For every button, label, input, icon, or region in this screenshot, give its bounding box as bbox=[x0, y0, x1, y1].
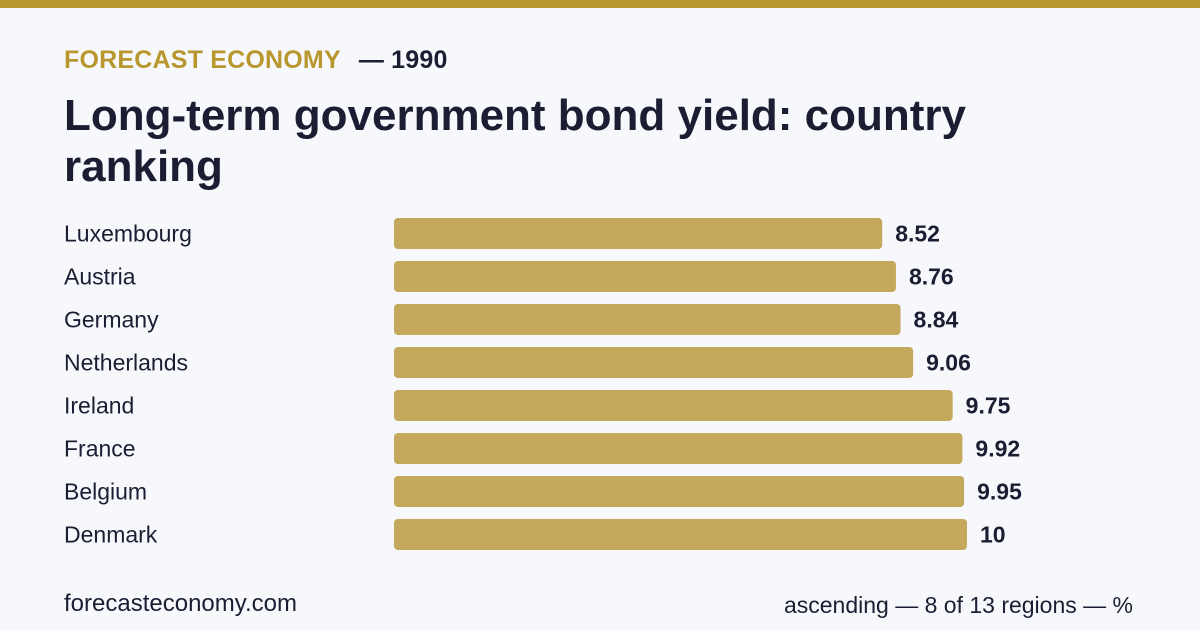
value-label: 9.06 bbox=[926, 350, 971, 376]
value-label: 8.84 bbox=[914, 307, 959, 333]
bar bbox=[394, 476, 965, 507]
category-label: Netherlands bbox=[64, 350, 188, 376]
value-label: 9.92 bbox=[975, 436, 1020, 462]
bar bbox=[394, 519, 967, 550]
chart-note: ascending — 8 of 13 regions — % bbox=[783, 592, 1133, 618]
bar bbox=[394, 390, 953, 421]
category-label: Belgium bbox=[64, 479, 147, 505]
value-label: 10 bbox=[980, 522, 1006, 548]
kicker: FORECAST ECONOMY — 1990 bbox=[64, 46, 448, 75]
category-label: Austria bbox=[64, 264, 136, 290]
value-label: 9.75 bbox=[966, 393, 1011, 419]
category-label: Germany bbox=[64, 307, 159, 333]
bar bbox=[394, 433, 963, 464]
brand-name: FORECAST ECONOMY bbox=[64, 46, 341, 74]
category-label: Denmark bbox=[64, 522, 158, 548]
value-label: 8.76 bbox=[909, 264, 954, 290]
chart-title: Long-term government bond yield: country… bbox=[64, 91, 967, 191]
value-label: 8.52 bbox=[895, 221, 940, 247]
category-label: Luxembourg bbox=[64, 221, 192, 247]
category-label: France bbox=[64, 436, 136, 462]
bar bbox=[394, 304, 901, 335]
bar bbox=[394, 261, 896, 292]
site-url: forecasteconomy.com bbox=[64, 590, 297, 617]
bar bbox=[394, 347, 914, 378]
year-label: — 1990 bbox=[358, 46, 448, 74]
top-accent-bar bbox=[0, 0, 1200, 8]
category-label: Ireland bbox=[64, 393, 134, 419]
bar bbox=[394, 218, 883, 249]
value-label: 9.95 bbox=[977, 479, 1022, 505]
